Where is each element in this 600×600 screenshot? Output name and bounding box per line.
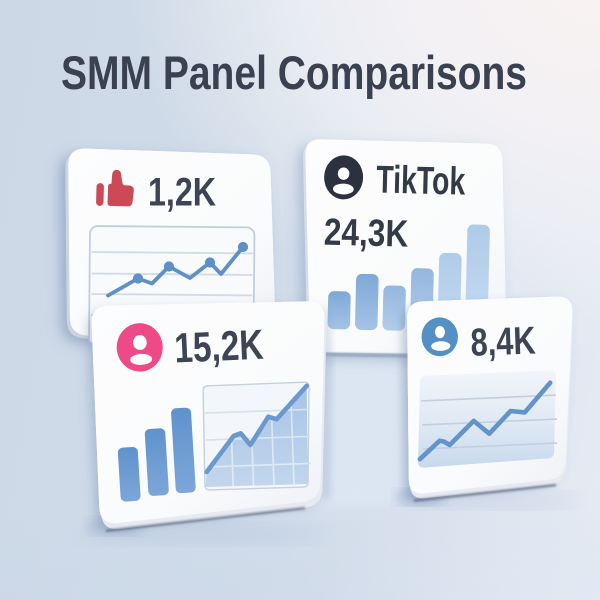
svg-text:SMM Panel Comparisons: SMM Panel Comparisons bbox=[61, 47, 527, 100]
svg-text:24,3K: 24,3K bbox=[323, 212, 409, 256]
svg-text:TikTok: TikTok bbox=[376, 159, 466, 204]
svg-text:1,2K: 1,2K bbox=[148, 171, 216, 215]
svg-text:8,4K: 8,4K bbox=[470, 320, 536, 365]
svg-text:15,2K: 15,2K bbox=[173, 321, 264, 372]
